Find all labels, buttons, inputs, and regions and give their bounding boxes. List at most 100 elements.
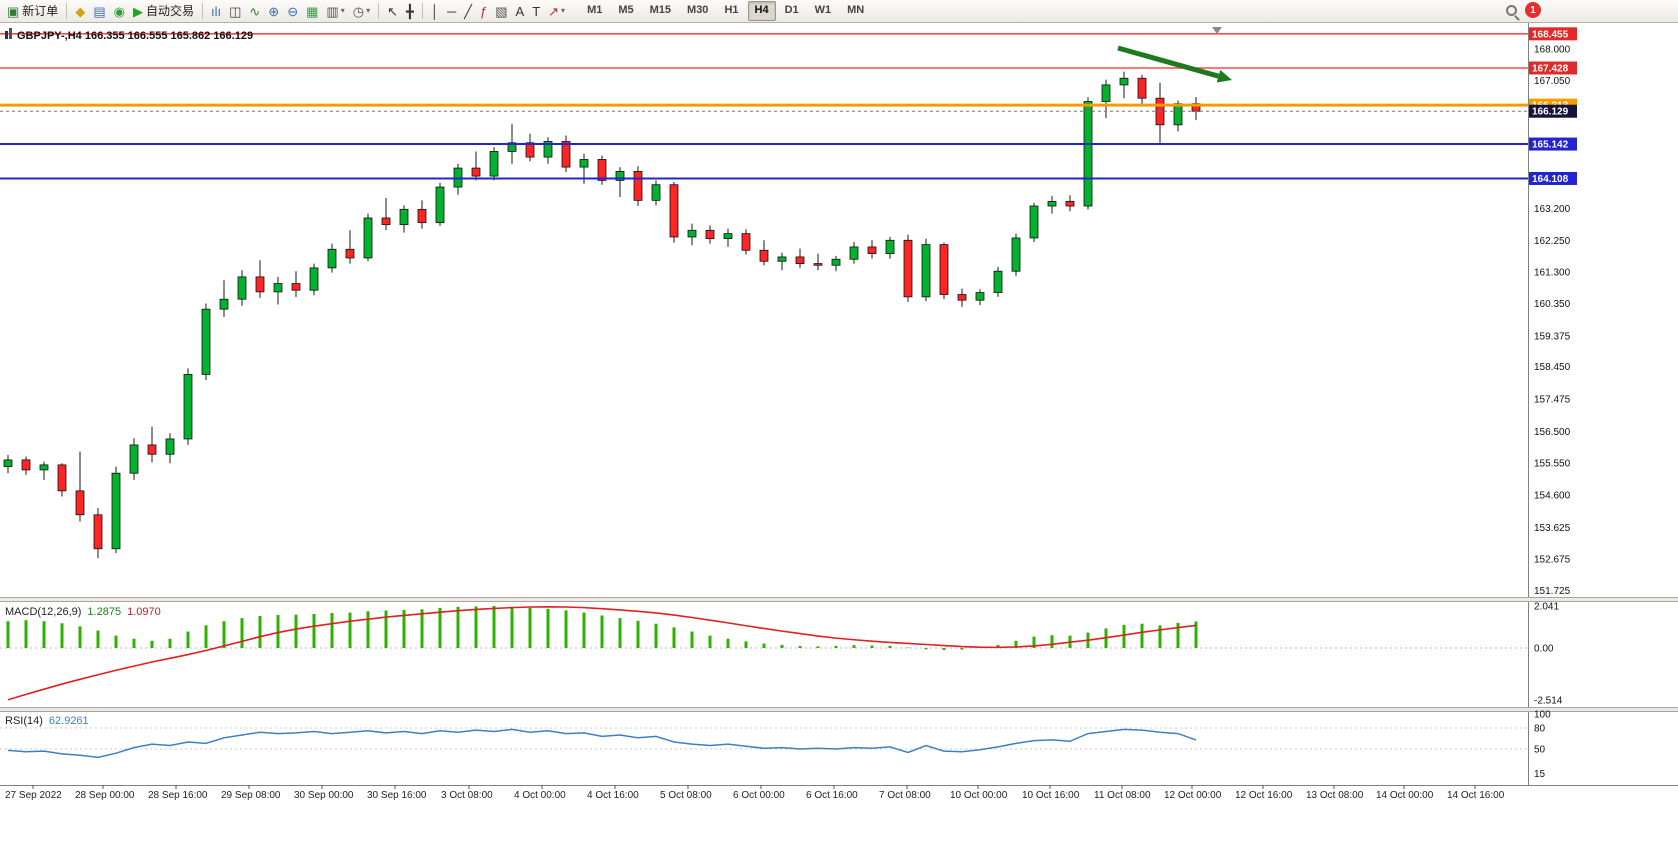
market-watch-button[interactable]: ◆ [71, 1, 89, 21]
print-button[interactable]: ▤ [89, 1, 109, 21]
zoom-in-icon: ⊕ [268, 3, 280, 19]
candle-down [21, 459, 31, 471]
line-chart-button[interactable]: ∿ [245, 1, 264, 21]
candle-down [381, 217, 391, 226]
candle-up [1173, 103, 1183, 126]
candlestick-chart-button[interactable]: ◫ [225, 1, 245, 21]
tile-windows-button[interactable]: ▦ [302, 1, 322, 21]
symbol-icon-bar [9, 28, 12, 39]
price-scale-area[interactable] [1528, 23, 1678, 785]
trend-arrow-annotation[interactable] [1117, 45, 1220, 79]
candle-up [435, 186, 445, 224]
search-icon[interactable] [1506, 4, 1517, 16]
candle-down [597, 159, 607, 181]
candle-down [1137, 77, 1147, 99]
candle-down [867, 246, 877, 255]
vline-button[interactable]: │ [427, 1, 443, 21]
timeframe-m1-button[interactable]: M1 [587, 4, 603, 17]
zoom-out-button[interactable]: ⊖ [283, 1, 302, 21]
candle-up [399, 208, 409, 226]
arrows-button[interactable]: ↗ ▾ [544, 1, 569, 21]
timeframe-m30-button[interactable]: M30 [687, 4, 709, 17]
notification-badge[interactable]: 1 [1525, 2, 1541, 18]
main-toolbar: ▣ 新订单 ◆ ▤ ◉ ▶ 自动交易 ılı ◫ ∿ ⊕ ⊖ ▦ ▥ ▾ ◷ ▾ ↖ ╋ │ ─ ╱ ƒ ▧ A T ↗ ▾ M1 M5 M… [0, 0, 1678, 23]
candle-up [885, 239, 895, 255]
timeframe-mn-button[interactable]: MN [847, 4, 865, 17]
dropdown-caret-icon: ▾ [366, 6, 371, 15]
time-label: 30 Sep 16:00 [367, 790, 427, 801]
candle-up [273, 283, 283, 293]
timeframe-h1-button[interactable]: H1 [724, 4, 739, 17]
price-tick-label: 159.375 [1534, 331, 1571, 342]
time-label: 12 Oct 16:00 [1235, 790, 1293, 801]
fibonacci-button[interactable]: ƒ [476, 1, 491, 21]
chart-window-button[interactable]: ▥ ▾ [322, 1, 348, 21]
chart-background[interactable] [0, 23, 1678, 855]
time-label: 6 Oct 16:00 [806, 790, 858, 801]
hline-button[interactable]: ─ [443, 1, 460, 21]
time-label: 4 Oct 00:00 [514, 790, 566, 801]
autotrade-button[interactable]: ▶ 自动交易 [129, 1, 198, 21]
trendline-button[interactable]: ╱ [460, 1, 476, 21]
price-tick-label: 160.350 [1534, 299, 1571, 310]
candle-up [1083, 101, 1093, 207]
toolbar-separator [378, 3, 380, 19]
dropdown-caret-icon: ▾ [340, 6, 345, 15]
zoom-out-icon: ⊖ [287, 3, 299, 19]
print-icon: ▤ [93, 3, 106, 19]
chart-area[interactable]: GBPJPY-,H4 166.355 166.555 165.862 166.1… [0, 23, 1678, 855]
time-scale-area[interactable] [0, 785, 1678, 805]
timeframe-m5-button[interactable]: M5 [618, 4, 634, 17]
price-tick-label: 167.050 [1534, 76, 1571, 87]
crosshair-button[interactable]: ╋ [402, 1, 418, 21]
candle-down [669, 184, 679, 238]
price-badge-label: 166.129 [1532, 107, 1569, 118]
trendline-icon: ╱ [464, 3, 472, 19]
macd-signal-line [7, 605, 1197, 701]
line-chart-icon: ∿ [249, 3, 261, 19]
time-label: 27 Sep 2022 [5, 790, 62, 801]
dropdown-caret-icon: ▾ [561, 6, 566, 15]
timeframe-h4-button[interactable]: H4 [747, 1, 776, 21]
candle-down [471, 167, 481, 177]
shapes-button[interactable]: ▧ [491, 1, 511, 21]
text-label-button[interactable]: T [528, 1, 544, 21]
toolbar-right: 1 [1506, 2, 1541, 18]
zoom-in-button[interactable]: ⊕ [264, 1, 283, 21]
trend-arrow-head [1216, 69, 1232, 83]
time-label: 5 Oct 08:00 [660, 790, 712, 801]
price-badge-label: 165.142 [1532, 140, 1569, 151]
text-label-icon: T [532, 3, 541, 19]
price-tick-label: 153.625 [1534, 523, 1571, 534]
rsi-axis-label: 15 [1534, 769, 1546, 780]
candle-down [417, 208, 427, 224]
candle-up [687, 229, 697, 238]
text-button[interactable]: A [512, 1, 529, 21]
rsi-axis-label: 80 [1534, 724, 1546, 735]
chart-canvas[interactable]: GBPJPY-,H4 166.355 166.555 165.862 166.1… [0, 23, 1678, 855]
pane-separator[interactable] [0, 597, 1678, 602]
time-label: 13 Oct 08:00 [1306, 790, 1364, 801]
tile-windows-icon: ▦ [306, 3, 319, 19]
candle-up [3, 459, 13, 467]
timeframe-w1-button[interactable]: W1 [814, 4, 832, 17]
candle-up [363, 217, 373, 259]
news-button[interactable]: ◉ [110, 1, 129, 21]
candlestick-icon: ◫ [229, 3, 242, 19]
candle-up [39, 464, 49, 471]
period-button[interactable]: ◷ ▾ [349, 1, 374, 21]
candle-down [939, 244, 949, 295]
rsi-axis-label: 100 [1534, 710, 1551, 721]
timeframe-m15-button[interactable]: M15 [649, 4, 672, 17]
time-label: 7 Oct 08:00 [879, 790, 931, 801]
price-tick-label: 157.475 [1534, 395, 1571, 406]
time-label: 11 Oct 08:00 [1094, 790, 1151, 801]
timeframe-d1-button[interactable]: D1 [784, 4, 799, 17]
cursor-button[interactable]: ↖ [383, 1, 402, 21]
ohlc-readout: GBPJPY-,H4 166.355 166.555 165.862 166.1… [17, 30, 253, 42]
pane-separator[interactable] [0, 707, 1678, 712]
new-order-button[interactable]: ▣ 新订单 [3, 1, 62, 21]
bar-chart-button[interactable]: ılı [207, 1, 225, 21]
candle-down [345, 248, 355, 259]
